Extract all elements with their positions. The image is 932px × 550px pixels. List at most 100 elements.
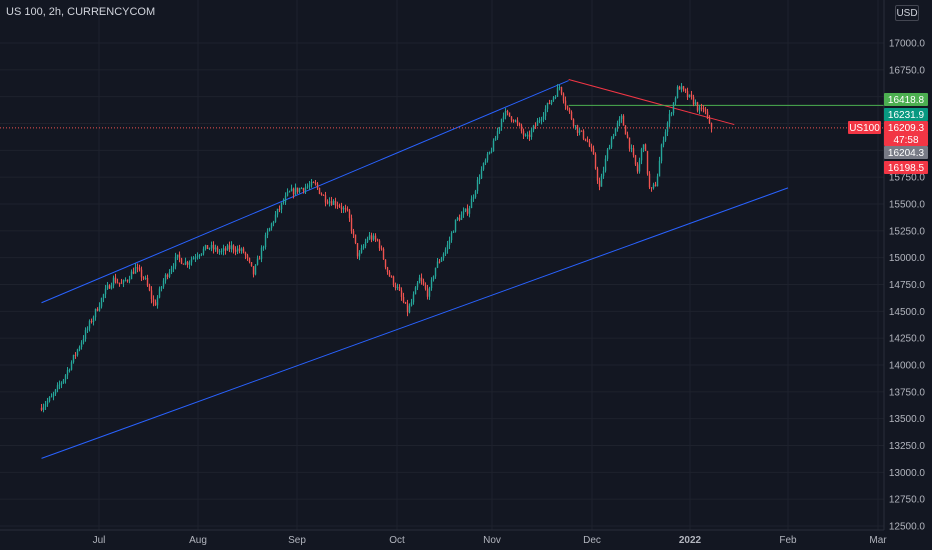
candle-body bbox=[268, 228, 271, 232]
candle-body bbox=[54, 389, 57, 394]
candle-body bbox=[532, 125, 535, 131]
candle-body bbox=[242, 248, 245, 253]
candle-body bbox=[320, 193, 323, 195]
time-axis[interactable]: Jul Aug Sep Oct Nov Dec 2022 Feb Mar bbox=[0, 529, 887, 546]
candle-body bbox=[626, 134, 629, 138]
candle-body bbox=[84, 330, 87, 339]
candle-body bbox=[520, 125, 523, 131]
candle-body bbox=[294, 187, 297, 195]
candle-body bbox=[472, 197, 475, 199]
candle-body bbox=[488, 151, 491, 154]
candle-body bbox=[406, 303, 409, 313]
candle-body bbox=[696, 102, 699, 111]
candle-body bbox=[616, 123, 619, 129]
candle-body bbox=[408, 305, 411, 313]
candle-body bbox=[122, 280, 125, 283]
y-tick-label: 14000.0 bbox=[889, 361, 926, 372]
candle-body bbox=[392, 276, 395, 286]
candle-body bbox=[224, 248, 227, 251]
candle-body bbox=[464, 208, 467, 212]
candle-body bbox=[190, 259, 193, 263]
candle-body bbox=[76, 349, 79, 355]
candle-body bbox=[376, 239, 379, 241]
candle-body bbox=[236, 248, 239, 252]
candle-body bbox=[238, 248, 241, 251]
candle-body bbox=[548, 102, 551, 104]
candle-body bbox=[684, 89, 687, 92]
candle-body bbox=[374, 235, 377, 240]
y-tick-label: 15000.0 bbox=[889, 253, 926, 264]
price-label-box bbox=[884, 146, 928, 159]
resistance-trendline[interactable] bbox=[568, 79, 735, 126]
candle-body bbox=[78, 347, 81, 350]
channel-lower-line[interactable] bbox=[41, 187, 789, 459]
candle-body bbox=[108, 285, 111, 289]
candle-body bbox=[228, 245, 231, 250]
candle-body bbox=[184, 261, 187, 265]
candle-body bbox=[534, 125, 537, 127]
candle-body bbox=[216, 247, 219, 252]
candle-body bbox=[522, 130, 525, 136]
x-tick-label: Dec bbox=[583, 535, 601, 546]
candle-body bbox=[278, 208, 281, 210]
y-tick-label: 12750.0 bbox=[889, 495, 926, 506]
candle-body bbox=[624, 125, 627, 135]
candle-body bbox=[256, 258, 259, 265]
candle-body bbox=[164, 274, 167, 281]
candle-body bbox=[686, 91, 689, 98]
currency-button[interactable]: USD bbox=[895, 5, 919, 21]
candle-body bbox=[496, 131, 499, 139]
candle-body bbox=[460, 214, 463, 220]
candle-body bbox=[390, 276, 393, 278]
chart-title: US 100, 2h, CURRENCYCOM bbox=[6, 6, 155, 18]
candle-body bbox=[502, 116, 505, 120]
candle-body bbox=[360, 248, 363, 253]
candle-body bbox=[594, 154, 597, 169]
candle-body bbox=[540, 119, 543, 121]
candle-body bbox=[410, 302, 413, 306]
candle-body bbox=[274, 214, 277, 222]
candle-body bbox=[162, 280, 165, 287]
candle-body bbox=[296, 187, 299, 192]
currency-label: USD bbox=[896, 8, 918, 19]
candle-body bbox=[40, 407, 43, 411]
candle-body bbox=[530, 130, 533, 137]
candle-body bbox=[370, 235, 373, 240]
candle-body bbox=[698, 107, 701, 111]
x-tick-label: Oct bbox=[389, 535, 405, 546]
candle-body bbox=[348, 210, 351, 219]
candle-body bbox=[160, 286, 163, 289]
candle-body bbox=[344, 208, 347, 210]
candle-body bbox=[170, 268, 173, 273]
candle-body bbox=[332, 200, 335, 205]
candle-body bbox=[214, 247, 217, 250]
candle-body bbox=[204, 245, 207, 249]
candle-body bbox=[118, 282, 121, 284]
candle-body bbox=[668, 114, 671, 124]
candle-body bbox=[446, 244, 449, 250]
candle-body bbox=[560, 87, 563, 94]
candle-body bbox=[558, 87, 561, 89]
candle-body bbox=[176, 254, 179, 257]
y-tick-label: 14750.0 bbox=[889, 280, 926, 291]
candle-body bbox=[322, 194, 325, 196]
price-label-text: 16209.3 bbox=[888, 123, 925, 134]
candle-body bbox=[456, 217, 459, 220]
candle-body bbox=[276, 208, 279, 215]
candle-body bbox=[138, 267, 141, 270]
candle-body bbox=[546, 102, 549, 109]
candle-body bbox=[156, 297, 159, 306]
candle-body bbox=[94, 308, 97, 318]
candle-body bbox=[662, 140, 665, 145]
candle-body bbox=[124, 280, 127, 282]
candle-body bbox=[412, 294, 415, 303]
candle-body bbox=[570, 112, 573, 120]
candle-body bbox=[182, 263, 185, 265]
candle-body bbox=[198, 254, 201, 257]
candle-body bbox=[474, 191, 477, 198]
candle-body bbox=[206, 245, 209, 250]
price-axis[interactable]: 12500.0 12750.0 13000.0 13250.0 13500.0 13750… bbox=[883, 0, 932, 550]
candle-body bbox=[244, 252, 247, 256]
